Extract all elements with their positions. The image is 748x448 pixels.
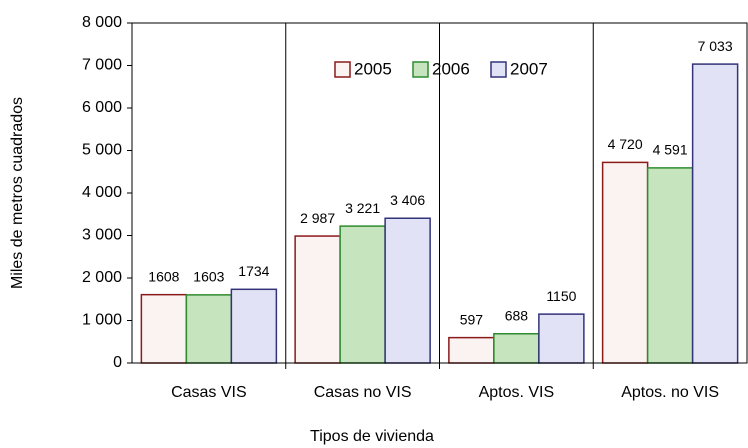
value-label: 1150 <box>546 288 576 304</box>
bar <box>185 294 233 364</box>
bar <box>538 313 585 364</box>
bar <box>601 161 649 364</box>
y-tick-label: 8 000 <box>82 14 122 31</box>
value-label: 3 221 <box>345 200 380 216</box>
bar <box>691 63 739 364</box>
y-axis-title: Miles de metros cuadrados <box>9 97 26 289</box>
legend-label: 2007 <box>510 59 548 78</box>
x-tick-label: Aptos. no VIS <box>621 384 719 401</box>
value-label: 4 720 <box>608 136 643 152</box>
legend-label: 2006 <box>432 59 470 78</box>
x-tick-label: Casas no VIS <box>314 384 412 401</box>
bar <box>493 333 540 364</box>
value-label: 3 406 <box>390 192 425 208</box>
bar <box>339 225 386 364</box>
value-label: 1608 <box>148 268 179 284</box>
x-tick-label: Casas VIS <box>171 384 247 401</box>
bar <box>230 288 278 364</box>
y-tick-label: 2 000 <box>82 269 122 286</box>
value-label: 597 <box>460 311 484 327</box>
y-tick-label: 7 000 <box>82 57 122 74</box>
bar <box>646 167 694 364</box>
bar <box>294 235 341 364</box>
y-tick-label: 3 000 <box>82 227 122 244</box>
bar <box>140 293 188 364</box>
legend-swatch <box>490 61 507 78</box>
legend-swatch <box>412 61 429 78</box>
x-axis-title: Tipos de vivienda <box>310 428 434 445</box>
y-tick-label: 5 000 <box>82 142 122 159</box>
value-label: 1603 <box>193 269 224 285</box>
value-label: 1734 <box>238 263 269 279</box>
value-label: 688 <box>505 307 529 323</box>
value-label: 4 591 <box>653 142 688 158</box>
bar <box>448 336 495 364</box>
plot-frame <box>131 22 748 364</box>
bar <box>384 217 431 364</box>
y-tick-label: 6 000 <box>82 99 122 116</box>
value-label: 7 033 <box>698 38 733 54</box>
y-tick-label: 4 000 <box>82 184 122 201</box>
y-tick-label: 1 000 <box>82 312 122 329</box>
x-tick-label: Aptos. VIS <box>479 384 555 401</box>
y-tick-label: 0 <box>113 354 122 371</box>
legend-swatch <box>334 61 351 78</box>
legend-label: 2005 <box>354 59 392 78</box>
value-label: 2 987 <box>300 210 335 226</box>
